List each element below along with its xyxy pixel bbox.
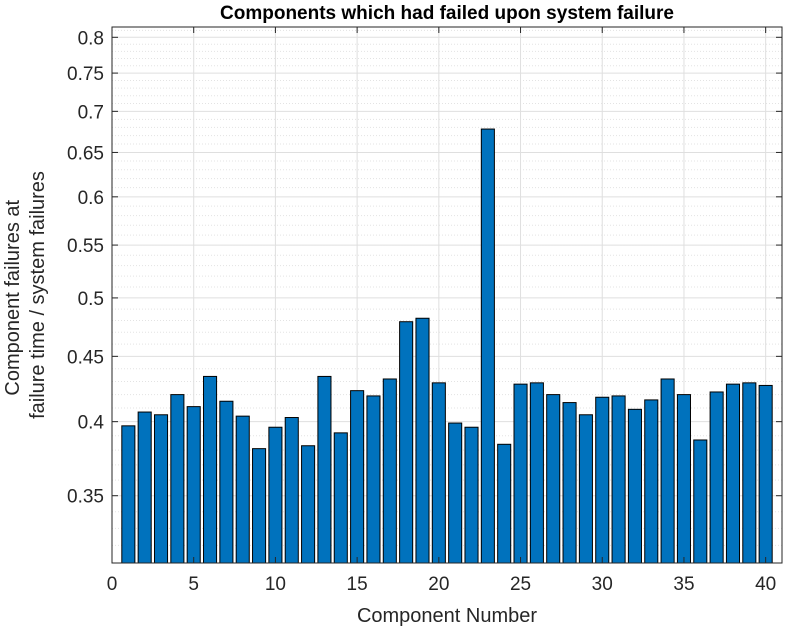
bar-component-10 xyxy=(268,426,283,564)
x-tick-label: 15 xyxy=(347,574,368,595)
bar-component-11 xyxy=(284,417,299,564)
bar-component-40 xyxy=(758,384,773,564)
bar-component-29 xyxy=(578,414,593,564)
bar-component-26 xyxy=(529,382,544,564)
bar-component-28 xyxy=(562,402,577,564)
bar-component-17 xyxy=(382,378,397,564)
y-tick-label: 0.5 xyxy=(78,289,104,310)
x-tick-label: 40 xyxy=(755,574,776,595)
bar-component-27 xyxy=(546,394,561,564)
bar-component-13 xyxy=(317,375,332,564)
y-tick-label: 0.7 xyxy=(78,102,104,123)
bar-component-14 xyxy=(333,432,348,564)
bar-component-22 xyxy=(464,426,479,564)
y-tick-label: 0.4 xyxy=(78,413,105,434)
bar-component-18 xyxy=(399,321,414,564)
y-tick-label: 0.45 xyxy=(67,347,104,368)
bar-component-1 xyxy=(121,425,136,564)
bar-component-39 xyxy=(742,382,757,564)
bar-component-12 xyxy=(301,445,316,564)
bar-component-35 xyxy=(676,394,691,564)
x-tick-label: 20 xyxy=(428,574,449,595)
y-tick-label: 0.6 xyxy=(78,188,104,209)
x-tick-label: 25 xyxy=(510,574,531,595)
bar-component-34 xyxy=(660,378,675,564)
bar-component-4 xyxy=(170,394,185,564)
bar-component-36 xyxy=(693,439,708,564)
bar-component-2 xyxy=(137,411,152,564)
bar-component-20 xyxy=(431,382,446,564)
bar-component-16 xyxy=(366,395,381,564)
chart-title: Components which had failed upon system … xyxy=(220,3,674,24)
y-axis-label: Component failures at failure time / sys… xyxy=(2,171,49,419)
bar-component-5 xyxy=(186,406,201,564)
bar-component-23 xyxy=(480,128,495,564)
x-tick-label: 5 xyxy=(188,574,199,595)
bar-component-37 xyxy=(709,391,724,564)
bar-component-19 xyxy=(415,317,430,564)
bar-component-33 xyxy=(644,399,659,564)
y-tick-label: 0.75 xyxy=(67,64,104,85)
bar-component-7 xyxy=(219,400,234,564)
bar-component-24 xyxy=(497,443,512,564)
y-axis-label-line2: failure time / system failures xyxy=(27,171,49,419)
bar-component-30 xyxy=(595,396,610,564)
y-axis-label-line1: Component failures at xyxy=(2,200,24,396)
y-tick-label: 0.8 xyxy=(78,28,104,49)
bar-component-32 xyxy=(627,408,642,564)
bars-layer xyxy=(121,128,773,564)
ticks-layer: 0 5 10 15 20 25 30 35 40 0.35 0.4 0.45 0.5 0.55 0.6 0.6… xyxy=(67,27,782,595)
bar-component-15 xyxy=(350,390,365,564)
axes-box xyxy=(111,26,783,564)
bar-component-6 xyxy=(203,375,218,564)
bar-component-25 xyxy=(513,383,528,564)
y-tick-label: 0.35 xyxy=(67,487,104,508)
y-tick-label: 0.65 xyxy=(67,143,104,164)
bar-component-21 xyxy=(448,422,463,564)
bar-component-9 xyxy=(252,448,267,564)
x-axis-label: Component Number xyxy=(357,605,537,627)
x-tick-label: 35 xyxy=(673,574,694,595)
bar-component-8 xyxy=(235,415,250,564)
bar-component-3 xyxy=(153,414,169,564)
x-tick-label: 10 xyxy=(265,574,286,595)
x-tick-label: 30 xyxy=(592,574,613,595)
x-tick-label: 0 xyxy=(107,574,118,595)
bar-component-31 xyxy=(611,395,626,564)
y-tick-label: 0.55 xyxy=(67,236,104,257)
bar-component-38 xyxy=(725,383,741,564)
